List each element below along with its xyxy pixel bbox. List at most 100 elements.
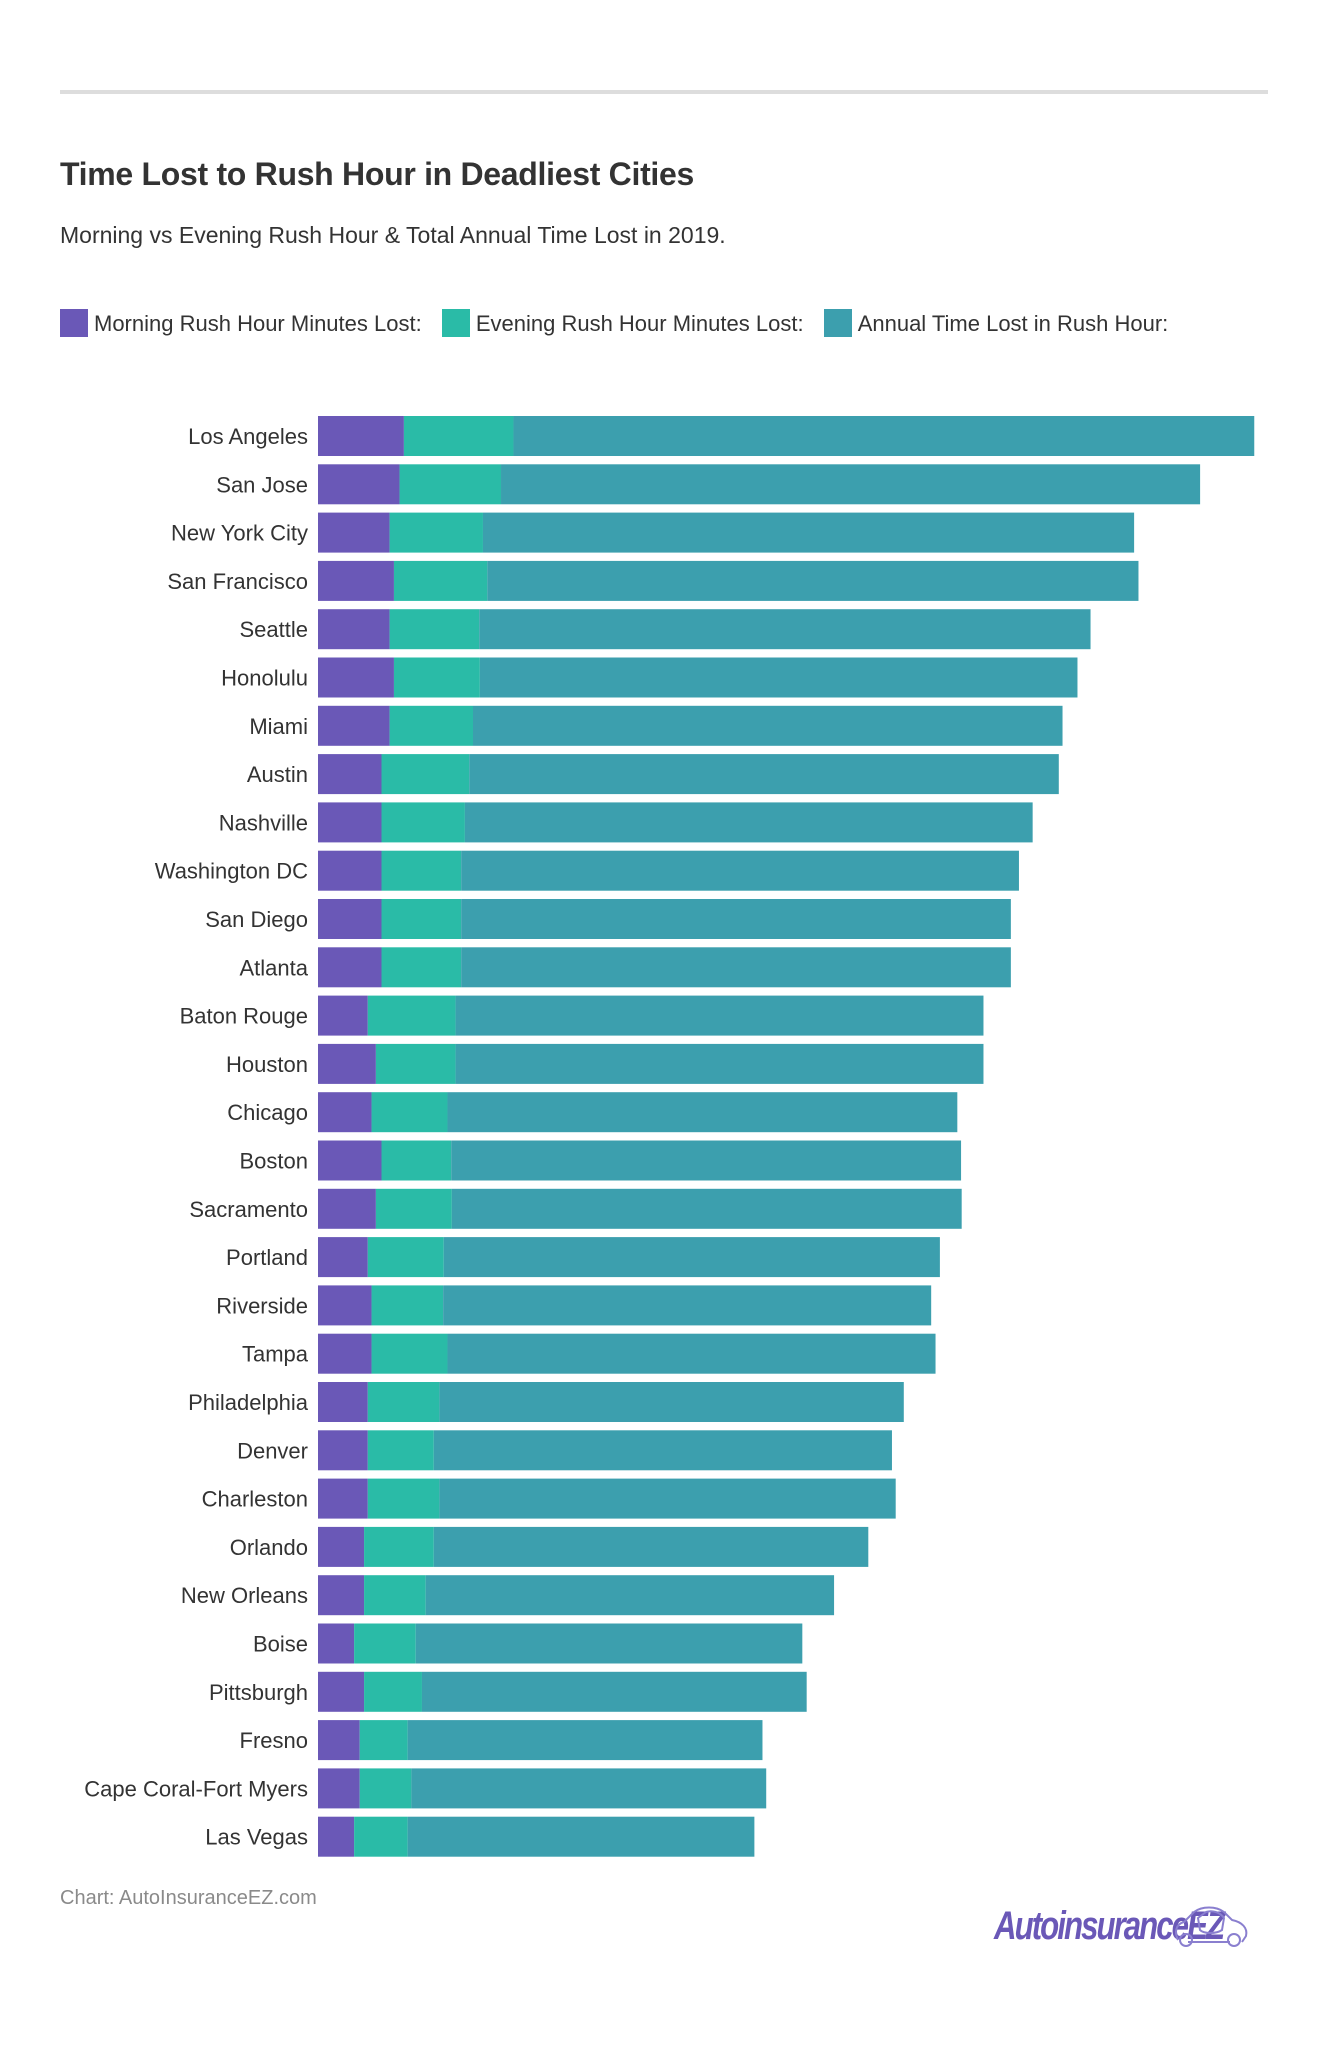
bar-annual-sacramento[interactable] bbox=[451, 1188, 962, 1229]
legend-item-evening[interactable]: Evening Rush Hour Minutes Lost: bbox=[441, 309, 804, 337]
bar-morning-atlanta[interactable] bbox=[318, 947, 382, 988]
bar-evening-denver[interactable] bbox=[367, 1430, 434, 1471]
bar-annual-seattle[interactable] bbox=[479, 609, 1091, 650]
category-label-portland: Portland bbox=[226, 1245, 308, 1270]
bar-annual-portland[interactable] bbox=[443, 1237, 940, 1278]
bar-annual-pittsburgh[interactable] bbox=[421, 1671, 807, 1712]
bar-annual-san-jose[interactable] bbox=[501, 464, 1201, 505]
bar-evening-sacramento[interactable] bbox=[375, 1188, 452, 1229]
bar-evening-pittsburgh[interactable] bbox=[364, 1671, 422, 1712]
bar-evening-san-diego[interactable] bbox=[381, 899, 462, 939]
bar-evening-miami[interactable] bbox=[389, 705, 474, 746]
bar-morning-los-angeles[interactable] bbox=[318, 416, 404, 456]
category-label-sacramento: Sacramento bbox=[189, 1197, 308, 1222]
bar-morning-charleston[interactable] bbox=[318, 1478, 368, 1519]
bar-annual-boise[interactable] bbox=[415, 1623, 803, 1664]
bar-morning-baton-rouge[interactable] bbox=[318, 995, 368, 1036]
bar-annual-philadelphia[interactable] bbox=[439, 1382, 904, 1422]
bar-morning-cape-coral-fort-myers[interactable] bbox=[318, 1768, 360, 1809]
bar-morning-san-jose[interactable] bbox=[318, 464, 400, 505]
bar-morning-boston[interactable] bbox=[318, 1140, 382, 1181]
bar-annual-honolulu[interactable] bbox=[479, 657, 1078, 698]
bar-morning-seattle[interactable] bbox=[318, 609, 390, 650]
bar-annual-riverside[interactable] bbox=[443, 1285, 932, 1326]
bar-morning-san-diego[interactable] bbox=[318, 899, 382, 939]
bar-evening-honolulu[interactable] bbox=[393, 657, 480, 698]
bar-evening-portland[interactable] bbox=[367, 1237, 444, 1278]
category-label-new-york-city: New York City bbox=[171, 521, 308, 546]
bar-morning-philadelphia[interactable] bbox=[318, 1382, 368, 1422]
bar-annual-san-francisco[interactable] bbox=[487, 560, 1139, 601]
bar-evening-washington-dc[interactable] bbox=[381, 850, 462, 891]
bar-morning-nashville[interactable] bbox=[318, 802, 382, 843]
bar-evening-tampa[interactable] bbox=[371, 1333, 448, 1374]
bar-morning-tampa[interactable] bbox=[318, 1333, 372, 1374]
bar-annual-cape-coral-fort-myers[interactable] bbox=[411, 1768, 767, 1809]
bar-annual-boston[interactable] bbox=[451, 1140, 962, 1181]
bar-evening-orlando[interactable] bbox=[364, 1526, 434, 1567]
bar-evening-riverside[interactable] bbox=[371, 1285, 444, 1326]
bar-evening-las-vegas[interactable] bbox=[354, 1816, 408, 1857]
bar-annual-san-diego[interactable] bbox=[461, 899, 1011, 939]
bar-morning-sacramento[interactable] bbox=[318, 1188, 376, 1229]
bar-evening-cape-coral-fort-myers[interactable] bbox=[359, 1768, 412, 1809]
brand-logo[interactable]: AutoinsuranceEZ bbox=[994, 1896, 1288, 1956]
bar-evening-chicago[interactable] bbox=[371, 1092, 448, 1133]
bar-annual-miami[interactable] bbox=[473, 705, 1063, 746]
bar-evening-philadelphia[interactable] bbox=[367, 1382, 440, 1422]
bar-evening-boise[interactable] bbox=[354, 1623, 416, 1664]
bar-annual-baton-rouge[interactable] bbox=[455, 995, 984, 1036]
legend-item-morning[interactable]: Morning Rush Hour Minutes Lost: bbox=[60, 309, 422, 337]
bar-morning-chicago[interactable] bbox=[318, 1092, 372, 1133]
bar-annual-nashville[interactable] bbox=[464, 802, 1033, 843]
bar-annual-denver[interactable] bbox=[433, 1430, 892, 1471]
bar-morning-miami[interactable] bbox=[318, 705, 390, 746]
bar-morning-orlando[interactable] bbox=[318, 1526, 365, 1567]
category-label-los-angeles: Los Angeles bbox=[188, 424, 308, 449]
bar-morning-portland[interactable] bbox=[318, 1237, 368, 1278]
bar-morning-san-francisco[interactable] bbox=[318, 560, 394, 601]
bar-annual-new-york-city[interactable] bbox=[482, 512, 1135, 553]
bar-evening-fresno[interactable] bbox=[359, 1720, 408, 1761]
bar-annual-charleston[interactable] bbox=[439, 1478, 896, 1519]
bar-evening-seattle[interactable] bbox=[389, 609, 480, 650]
bar-morning-boise[interactable] bbox=[318, 1623, 355, 1664]
bar-evening-los-angeles[interactable] bbox=[403, 416, 514, 456]
bar-annual-new-orleans[interactable] bbox=[425, 1575, 835, 1616]
bar-evening-boston[interactable] bbox=[381, 1140, 452, 1181]
bar-evening-san-jose[interactable] bbox=[399, 464, 502, 505]
bar-annual-fresno[interactable] bbox=[407, 1720, 763, 1761]
bar-morning-austin[interactable] bbox=[318, 754, 382, 795]
category-label-san-jose: San Jose bbox=[216, 472, 308, 497]
bar-evening-charleston[interactable] bbox=[367, 1478, 440, 1519]
bar-morning-riverside[interactable] bbox=[318, 1285, 372, 1326]
bar-morning-washington-dc[interactable] bbox=[318, 850, 382, 891]
bar-evening-new-orleans[interactable] bbox=[364, 1575, 426, 1616]
legend-item-annual[interactable]: Annual Time Lost in Rush Hour: bbox=[823, 309, 1168, 337]
bar-evening-atlanta[interactable] bbox=[381, 947, 462, 988]
bar-evening-new-york-city[interactable] bbox=[389, 512, 483, 553]
bar-annual-orlando[interactable] bbox=[433, 1526, 869, 1567]
category-label-fresno: Fresno bbox=[240, 1728, 308, 1753]
bar-evening-austin[interactable] bbox=[381, 754, 470, 795]
bar-annual-chicago[interactable] bbox=[447, 1092, 958, 1133]
bar-annual-los-angeles[interactable] bbox=[513, 416, 1255, 456]
bar-morning-houston[interactable] bbox=[318, 1043, 376, 1084]
bar-morning-new-orleans[interactable] bbox=[318, 1575, 365, 1616]
bar-evening-baton-rouge[interactable] bbox=[367, 995, 456, 1036]
bar-morning-honolulu[interactable] bbox=[318, 657, 394, 698]
bar-evening-houston[interactable] bbox=[375, 1043, 456, 1084]
bar-annual-houston[interactable] bbox=[455, 1043, 984, 1084]
bar-morning-fresno[interactable] bbox=[318, 1720, 360, 1761]
bar-morning-new-york-city[interactable] bbox=[318, 512, 390, 553]
bar-evening-san-francisco[interactable] bbox=[393, 560, 488, 601]
bar-annual-las-vegas[interactable] bbox=[407, 1816, 755, 1857]
bar-annual-tampa[interactable] bbox=[447, 1333, 936, 1374]
bar-morning-las-vegas[interactable] bbox=[318, 1816, 355, 1857]
bar-annual-atlanta[interactable] bbox=[461, 947, 1011, 988]
bar-morning-denver[interactable] bbox=[318, 1430, 368, 1471]
bar-morning-pittsburgh[interactable] bbox=[318, 1671, 365, 1712]
bar-annual-austin[interactable] bbox=[469, 754, 1059, 795]
bar-annual-washington-dc[interactable] bbox=[461, 850, 1019, 891]
bar-evening-nashville[interactable] bbox=[381, 802, 465, 843]
